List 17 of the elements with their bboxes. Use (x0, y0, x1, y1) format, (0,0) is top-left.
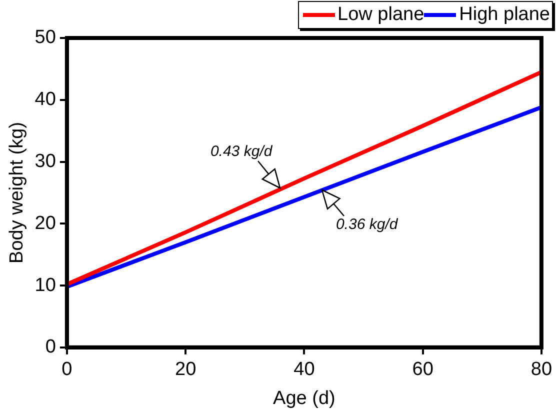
y-tick-label: 20 (34, 212, 56, 234)
y-tick-label: 10 (34, 274, 56, 296)
x-tick-label: 80 (530, 359, 552, 380)
legend-label: High plane (459, 4, 550, 26)
x-tick-label: 60 (412, 359, 434, 380)
annotation: 0.43 kg/d (210, 142, 272, 160)
x-axis-title: Age (d) (273, 388, 336, 409)
y-tick-label: 0 (45, 336, 56, 358)
y-tick-label: 40 (34, 89, 56, 110)
x-tick-label: 0 (62, 359, 72, 380)
y-tick-label: 50 (34, 27, 56, 48)
annotation: 0.36 kg/d (336, 216, 398, 234)
legend-label: Low plane (338, 4, 424, 26)
y-axis-title: Body weight (kg) (6, 122, 28, 264)
x-tick-label: 20 (174, 359, 196, 380)
x-tick-label: 40 (294, 359, 315, 380)
y-tick-label: 30 (34, 150, 56, 172)
